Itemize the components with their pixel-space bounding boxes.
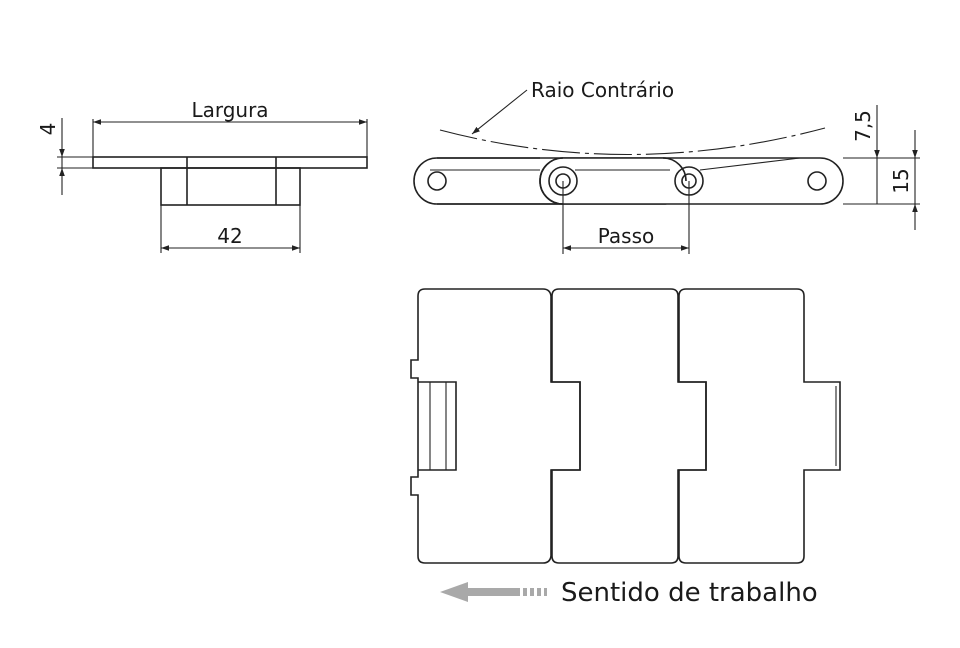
plate-2: [551, 288, 707, 564]
left-arrow-icon: [440, 582, 547, 602]
reverse-radius-arc: [439, 127, 826, 156]
dim-15-label: 15: [889, 168, 913, 193]
sentido-label: Sentido de trabalho: [561, 578, 818, 608]
dim-7-5-label: 7,5: [851, 110, 875, 142]
middle-knuckle: [186, 157, 277, 205]
raio-leader: [471, 89, 528, 135]
thickness-dimension-label: 4: [36, 123, 60, 136]
dim-42-label: 42: [217, 224, 242, 248]
top-view: [410, 288, 841, 564]
chain-link-right: [539, 157, 844, 205]
raio-contrario-label: Raio Contrário: [531, 78, 674, 102]
plate-1: [410, 288, 581, 564]
top-plate: [92, 156, 368, 169]
largura-label: Largura: [191, 98, 268, 122]
passo-label: Passo: [598, 224, 655, 248]
side-view: Raio Contrário Passo 7,5 15: [413, 78, 920, 254]
pin-hole-4: [807, 171, 827, 191]
hinge-body: [160, 167, 301, 206]
front-view: Largura 4 42: [36, 98, 368, 253]
plate-3: [678, 288, 841, 564]
pin-hole-1: [427, 171, 447, 191]
